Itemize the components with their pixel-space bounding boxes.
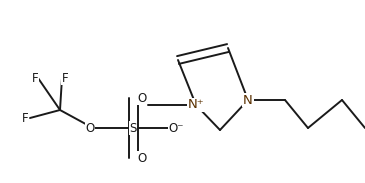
Text: F: F bbox=[22, 111, 28, 124]
Text: O: O bbox=[85, 122, 95, 135]
Text: O⁻: O⁻ bbox=[168, 122, 184, 135]
Text: O: O bbox=[137, 152, 147, 165]
Text: N: N bbox=[243, 94, 253, 107]
Text: F: F bbox=[32, 72, 38, 85]
Text: F: F bbox=[62, 72, 68, 85]
Text: N⁺: N⁺ bbox=[188, 98, 204, 111]
Text: S: S bbox=[129, 122, 137, 135]
Text: O: O bbox=[137, 92, 147, 104]
